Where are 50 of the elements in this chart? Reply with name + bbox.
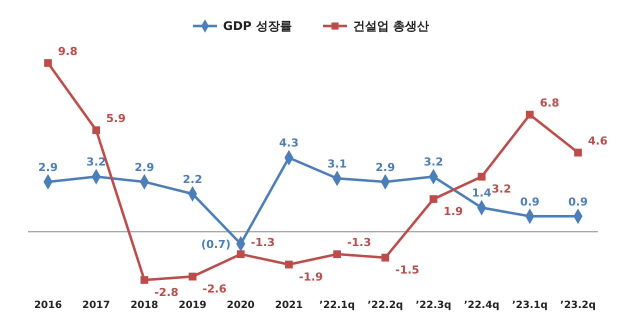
data-label: 3.1 bbox=[327, 157, 347, 170]
data-label: 1.9 bbox=[443, 205, 463, 218]
data-label: -2.8 bbox=[154, 286, 178, 299]
data-label: 2.9 bbox=[38, 160, 58, 174]
data-label: 2.9 bbox=[134, 160, 154, 174]
x-tick-label: 2016 bbox=[34, 300, 62, 311]
data-label: 2.2 bbox=[182, 172, 202, 186]
x-tick-label: 2017 bbox=[82, 300, 110, 311]
point bbox=[236, 250, 245, 258]
x-tick-label: ’23.1q bbox=[512, 300, 548, 311]
data-label: -1.3 bbox=[250, 236, 275, 250]
data-label: -1.5 bbox=[395, 264, 420, 277]
legend-label: GDP 성장률 bbox=[223, 19, 292, 33]
data-label: 2.9 bbox=[376, 160, 396, 174]
point bbox=[285, 260, 293, 268]
legend-label: 건설업 총생산 bbox=[353, 19, 430, 33]
point bbox=[430, 195, 438, 203]
data-label: 1.4 bbox=[472, 186, 492, 200]
point bbox=[140, 276, 148, 284]
point bbox=[381, 254, 390, 262]
data-label: 6.8 bbox=[540, 96, 560, 110]
point bbox=[478, 172, 486, 181]
point bbox=[44, 59, 52, 67]
data-label: 0.9 bbox=[568, 195, 588, 208]
data-label: 3.2 bbox=[86, 156, 106, 169]
point bbox=[333, 250, 341, 258]
point bbox=[574, 148, 582, 156]
point bbox=[92, 126, 100, 134]
x-tick-label: 2021 bbox=[274, 300, 303, 311]
data-label: 0.9 bbox=[520, 195, 540, 208]
data-label: -2.6 bbox=[202, 282, 227, 296]
x-tick-label: ’22.4q bbox=[464, 300, 500, 311]
x-tick-label: 2019 bbox=[178, 300, 206, 311]
point bbox=[188, 272, 196, 280]
data-label: 3.2 bbox=[424, 156, 444, 169]
x-tick-label: ’22.1q bbox=[319, 300, 355, 311]
x-tick-label: ’23.2q bbox=[560, 300, 596, 311]
x-tick-label: 2020 bbox=[226, 300, 255, 311]
data-label: 4.3 bbox=[279, 136, 299, 150]
data-label: 9.8 bbox=[58, 45, 78, 58]
data-label: -1.9 bbox=[298, 270, 323, 284]
x-tick-label: 2018 bbox=[130, 300, 158, 311]
x-tick-label: ’22.2q bbox=[367, 300, 404, 311]
data-label: 4.6 bbox=[588, 134, 608, 148]
data-label: 5.9 bbox=[106, 112, 126, 126]
data-label: 3.2 bbox=[492, 182, 512, 196]
x-tick-label: ’22.3q bbox=[416, 300, 452, 311]
point bbox=[526, 110, 534, 119]
data-label: -1.3 bbox=[347, 236, 372, 250]
data-label: (0.7) bbox=[201, 238, 231, 251]
